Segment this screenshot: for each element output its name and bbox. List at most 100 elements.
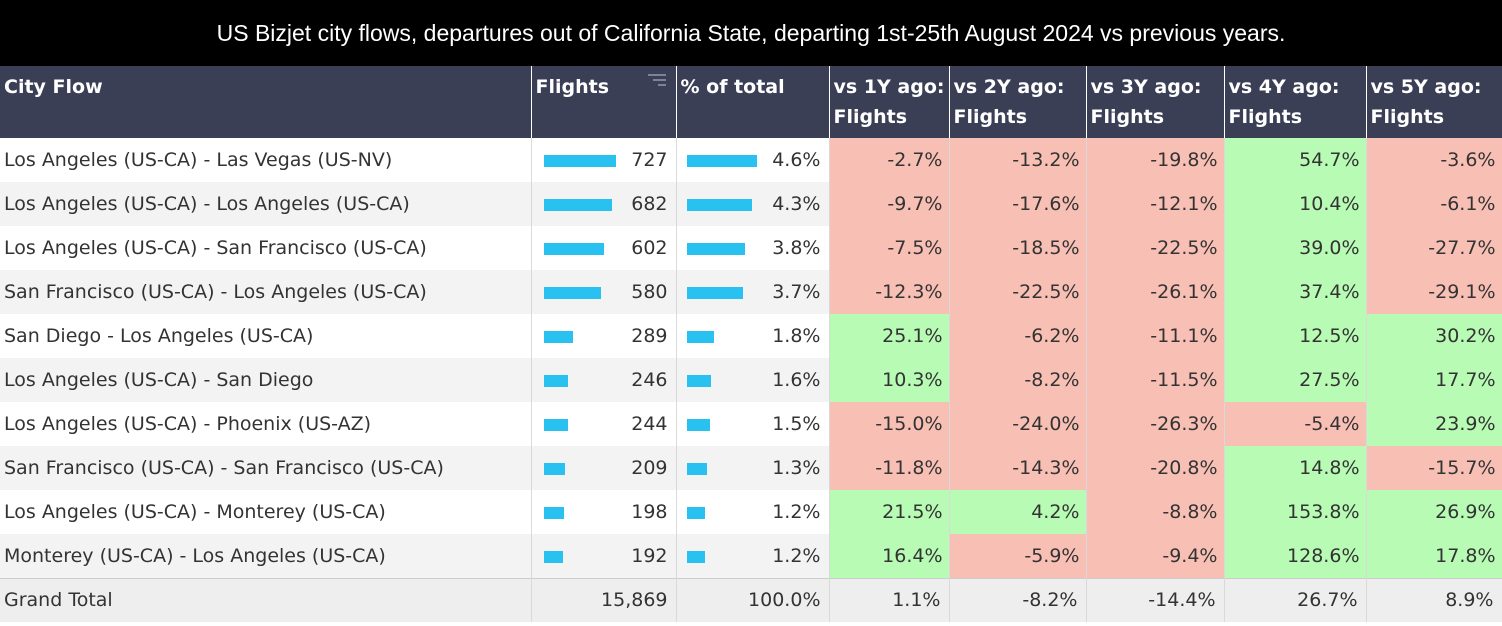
city-flow-cell: Los Angeles (US-CA) - Los Angeles (US-CA… (0, 182, 532, 226)
flights-cell: 289 (531, 314, 677, 358)
city-flow-cell: Los Angeles (US-CA) - Monterey (US-CA) (0, 490, 532, 534)
flights-bar (543, 155, 616, 167)
table-row[interactable]: Los Angeles (US-CA) - Los Angeles (US-CA… (0, 182, 1502, 226)
vs-1y-cell: -12.3% (829, 270, 950, 314)
pct-total-cell: 1.5% (676, 402, 830, 446)
header-vs-3y-line1: vs 3Y ago: (1090, 76, 1202, 98)
pct-total-bar (686, 287, 743, 299)
header-vs-2y[interactable]: vs 2Y ago: Flights (949, 66, 1087, 138)
flights-bar (543, 331, 573, 343)
grand-total-pct: 100.0% (676, 577, 830, 622)
header-flights-label: Flights (535, 76, 610, 98)
vs-5y-cell: -3.6% (1366, 138, 1502, 182)
table-row[interactable]: San Francisco (US-CA) - Los Angeles (US-… (0, 270, 1502, 314)
pct-total-cell: 1.6% (676, 358, 830, 402)
city-flow-table: City Flow Flights % of total vs 1Y ago: F… (0, 66, 1502, 622)
vs-4y-cell: 27.5% (1224, 358, 1367, 402)
header-vs-5y-line1: vs 5Y ago: (1370, 76, 1482, 98)
header-pct-total-label: % of total (680, 76, 785, 98)
grand-total-vs-4y: 26.7% (1224, 577, 1367, 622)
flights-value: 209 (631, 457, 668, 479)
pct-total-value: 3.8% (772, 237, 821, 259)
vs-5y-cell: 30.2% (1366, 314, 1502, 358)
header-pct-total[interactable]: % of total (676, 66, 830, 138)
table-row[interactable]: Los Angeles (US-CA) - San Diego 246 1.6% 10… (0, 358, 1502, 402)
vs-4y-cell: 37.4% (1224, 270, 1367, 314)
vs-3y-cell: -26.1% (1086, 270, 1225, 314)
table-row[interactable]: San Diego - Los Angeles (US-CA) 289 1.8% 25… (0, 314, 1502, 358)
pct-total-cell: 3.7% (676, 270, 830, 314)
vs-3y-cell: -20.8% (1086, 446, 1225, 490)
pct-total-cell: 4.6% (676, 138, 830, 182)
vs-4y-cell: 153.8% (1224, 490, 1367, 534)
grand-total-row: Grand Total 15,869 100.0% 1.1% -8.2% -14… (0, 577, 1502, 622)
header-vs-3y[interactable]: vs 3Y ago: Flights (1086, 66, 1225, 138)
pct-total-value: 1.5% (772, 413, 821, 435)
table-row[interactable]: Los Angeles (US-CA) - Las Vegas (US-NV) 7… (0, 138, 1502, 182)
flights-value: 198 (631, 501, 668, 523)
flights-bar (543, 507, 564, 519)
pct-total-value: 1.2% (772, 501, 821, 523)
pct-total-bar (686, 419, 710, 431)
flights-cell: 198 (531, 490, 677, 534)
flights-bar (543, 243, 604, 255)
header-vs-1y[interactable]: vs 1Y ago: Flights (829, 66, 950, 138)
grand-total-vs-1y: 1.1% (829, 577, 950, 622)
vs-4y-cell: 12.5% (1224, 314, 1367, 358)
vs-3y-cell: -11.5% (1086, 358, 1225, 402)
table-row[interactable]: Monterey (US-CA) - Los Angeles (US-CA) 19… (0, 534, 1502, 578)
table-header-row: City Flow Flights % of total vs 1Y ago: F… (0, 66, 1502, 138)
city-flow-cell: Monterey (US-CA) - Los Angeles (US-CA) (0, 534, 532, 578)
vs-3y-cell: -8.8% (1086, 490, 1225, 534)
city-flow-cell: San Francisco (US-CA) - Los Angeles (US-… (0, 270, 532, 314)
vs-3y-cell: -26.3% (1086, 402, 1225, 446)
flights-value: 192 (631, 544, 668, 567)
header-flights[interactable]: Flights (531, 66, 677, 138)
pct-total-value: 4.3% (772, 193, 821, 215)
pct-total-bar (686, 155, 757, 167)
grand-total-vs-5y: 8.9% (1366, 577, 1502, 622)
flights-bar (543, 419, 568, 431)
header-city-flow-label: City Flow (4, 76, 103, 98)
table-row[interactable]: Los Angeles (US-CA) - Monterey (US-CA) 19… (0, 490, 1502, 534)
pct-total-value: 3.7% (772, 281, 821, 303)
grand-total-vs-2y: -8.2% (949, 577, 1087, 622)
table-row[interactable]: Los Angeles (US-CA) - San Francisco (US-… (0, 226, 1502, 270)
header-city-flow[interactable]: City Flow (0, 66, 532, 138)
pct-total-cell: 1.2% (676, 534, 830, 578)
flights-bar (543, 463, 565, 475)
header-vs-4y[interactable]: vs 4Y ago: Flights (1224, 66, 1367, 138)
grand-total-vs-3y: -14.4% (1086, 577, 1225, 622)
table-body: Los Angeles (US-CA) - Las Vegas (US-NV) 7… (0, 138, 1502, 578)
flights-value: 727 (631, 149, 668, 171)
pct-total-cell: 1.8% (676, 314, 830, 358)
city-flow-cell: San Diego - Los Angeles (US-CA) (0, 314, 532, 358)
flights-bar (543, 199, 612, 211)
vs-5y-cell: 26.9% (1366, 490, 1502, 534)
pct-total-bar (686, 463, 707, 475)
vs-2y-cell: -8.2% (949, 358, 1087, 402)
vs-1y-cell: 25.1% (829, 314, 950, 358)
vs-2y-cell: -6.2% (949, 314, 1087, 358)
vs-1y-cell: 16.4% (829, 534, 950, 578)
sort-icon[interactable] (647, 74, 666, 88)
vs-3y-cell: -9.4% (1086, 534, 1225, 578)
flights-value: 244 (631, 413, 668, 435)
vs-2y-cell: -13.2% (949, 138, 1087, 182)
vs-4y-cell: 10.4% (1224, 182, 1367, 226)
table-row[interactable]: Los Angeles (US-CA) - Phoenix (US-AZ) 244… (0, 402, 1502, 446)
header-vs-5y[interactable]: vs 5Y ago: Flights (1366, 66, 1502, 138)
header-vs-2y-line2: Flights (953, 106, 1028, 128)
vs-5y-cell: -15.7% (1366, 446, 1502, 490)
vs-1y-cell: 10.3% (829, 358, 950, 402)
vs-5y-cell: 17.7% (1366, 358, 1502, 402)
table-row[interactable]: San Francisco (US-CA) - San Francisco (U… (0, 446, 1502, 490)
vs-3y-cell: -12.1% (1086, 182, 1225, 226)
flights-cell: 682 (531, 182, 677, 226)
vs-2y-cell: -18.5% (949, 226, 1087, 270)
flights-cell: 580 (531, 270, 677, 314)
flights-cell: 602 (531, 226, 677, 270)
flights-cell: 244 (531, 402, 677, 446)
vs-2y-cell: -5.9% (949, 534, 1087, 578)
pct-total-cell: 3.8% (676, 226, 830, 270)
